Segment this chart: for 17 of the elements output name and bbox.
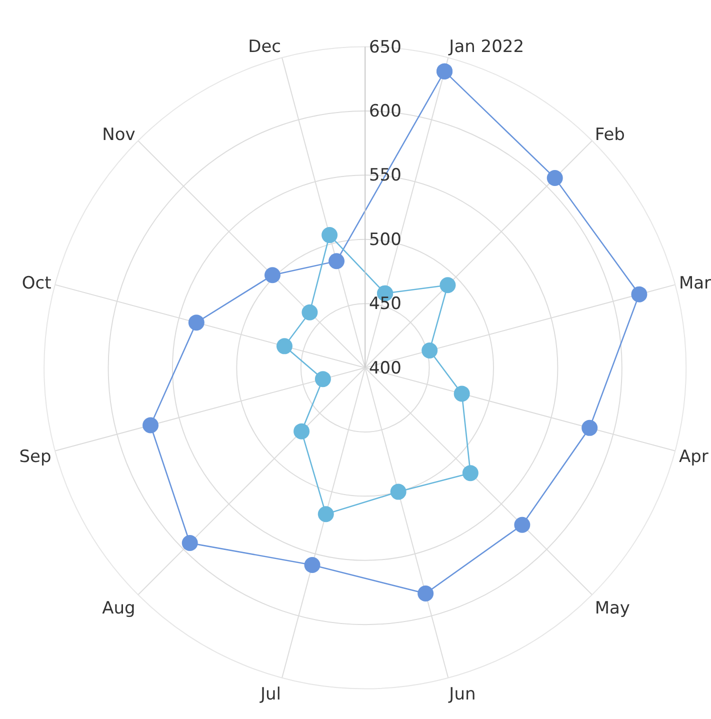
spoke-label: Nov <box>102 124 136 145</box>
spoke-label: Sep <box>19 447 52 468</box>
spoke-label: Dec <box>248 37 282 58</box>
y-tick-label: 400 <box>369 358 402 378</box>
spoke-label: Mar <box>678 274 711 294</box>
y-tick-label: 600 <box>369 101 402 122</box>
spoke-label: Oct <box>22 274 52 294</box>
y-tick-label: 650 <box>369 37 402 58</box>
y-tick-label: 500 <box>369 230 402 250</box>
spoke-label: Jun <box>448 684 476 705</box>
spoke-label: Aug <box>102 598 136 619</box>
spoke-label: Jul <box>259 684 282 705</box>
spoke-label: Apr <box>678 447 708 468</box>
spoke-label: May <box>594 598 630 619</box>
y-tick-label: 450 <box>369 294 402 314</box>
spoke-label: Jan 2022 <box>448 37 524 58</box>
spoke-label: Feb <box>594 124 625 145</box>
